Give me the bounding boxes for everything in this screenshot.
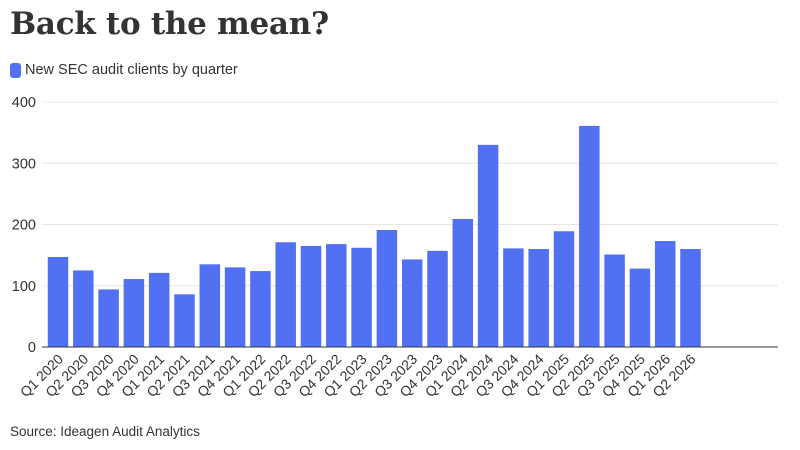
legend: New SEC audit clients by quarter: [10, 62, 238, 78]
bar: [427, 250, 448, 347]
bar: [579, 125, 600, 347]
bar: [351, 247, 372, 347]
bar: [629, 268, 651, 347]
bar: [503, 248, 524, 347]
bar: [148, 272, 170, 347]
bar: [528, 249, 549, 347]
bar: [47, 256, 69, 347]
bar: [604, 254, 625, 347]
y-tick-label: 100: [12, 279, 36, 295]
bar: [452, 218, 474, 347]
bar: [376, 230, 398, 347]
bar: [98, 289, 119, 347]
bar: [680, 249, 701, 347]
bar-layer: [47, 125, 701, 347]
bar: [401, 259, 423, 347]
legend-swatch: [10, 62, 21, 78]
bar: [199, 264, 221, 347]
bar: [300, 245, 322, 347]
bar: [477, 144, 499, 347]
bar: [275, 242, 296, 347]
bar: [174, 294, 195, 347]
bar: [250, 271, 271, 347]
y-tick-label: 400: [12, 95, 36, 111]
bar: [326, 244, 347, 347]
y-tick-label: 0: [28, 340, 36, 356]
bar: [654, 241, 676, 347]
legend-label: New SEC audit clients by quarter: [25, 62, 238, 78]
bar: [224, 267, 246, 347]
y-tick-label: 200: [12, 218, 36, 234]
source-note: Source: Ideagen Audit Analytics: [10, 424, 200, 439]
bar: [123, 279, 145, 347]
bar: [73, 270, 94, 347]
y-tick-label: 300: [12, 156, 36, 172]
chart-title: Back to the mean?: [10, 6, 329, 42]
bar: [553, 231, 575, 347]
